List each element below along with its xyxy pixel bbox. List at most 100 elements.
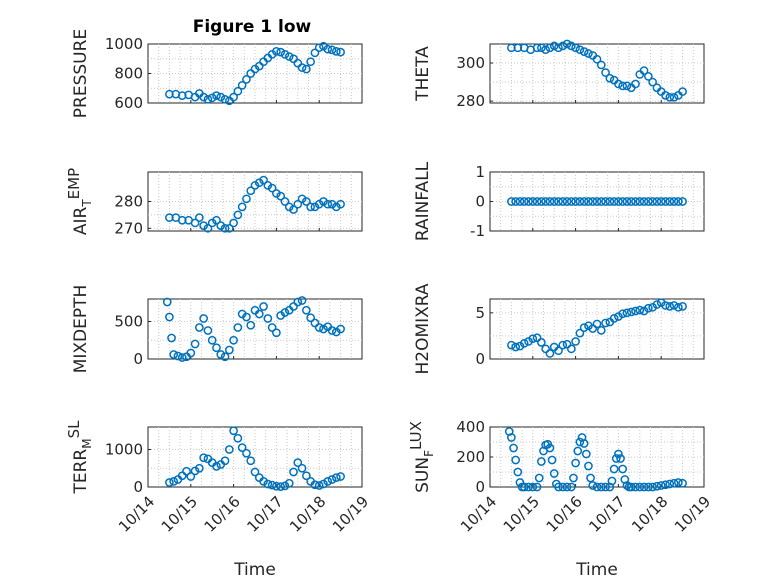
data-point [541,45,550,55]
data-point [575,45,585,55]
data-point [609,197,619,206]
data-point [581,449,591,459]
data-point [203,94,213,104]
data-point [229,218,238,228]
data-point [626,197,636,206]
data-point [618,197,628,206]
data-point [558,41,568,51]
data-point [162,297,172,307]
data-point [611,454,621,463]
data-point [233,323,243,332]
data-point [237,443,247,452]
data-point [186,472,196,481]
data-point [616,454,625,463]
data-point [327,45,337,55]
data-point [216,92,226,102]
data-point [545,197,555,206]
data-point [635,197,645,206]
data-point [229,426,238,436]
data-point [661,301,670,310]
data-point [515,341,525,351]
data-point [220,94,230,104]
data-point [575,437,585,447]
data-point [571,337,580,346]
data-point [310,202,320,212]
data-point [673,478,683,487]
data-point [601,482,610,492]
data-point [558,197,568,206]
data-point [314,43,324,53]
data-point [669,197,679,206]
y-axis-label: PRESSURE [71,29,91,118]
data-point [190,466,200,476]
y-tick-label: 500 [114,313,143,331]
data-point [665,479,675,489]
data-point [515,478,525,487]
data-point [327,199,337,209]
data-point [267,183,277,193]
data-point [323,199,333,209]
data-point [562,482,572,492]
data-point [233,433,243,443]
data-point [609,314,619,323]
data-point [588,324,598,333]
data-point [618,309,628,319]
data-point [297,194,307,204]
data-point [571,197,580,206]
data-point [246,69,256,78]
data-point [622,197,632,206]
data-point [579,47,589,56]
data-point [336,324,345,334]
y-tick-label: -1 [470,222,485,240]
x-tick-label: 10/18 [286,493,329,536]
data-point [652,481,662,491]
data-point [216,350,226,359]
data-point [199,221,208,230]
data-point [331,473,341,482]
data-point [626,482,636,492]
data-point [254,309,264,319]
data-point [199,314,208,323]
data-point [669,478,679,488]
data-point [626,307,636,317]
data-point [562,339,572,349]
data-point [267,323,277,332]
data-point [519,482,529,492]
data-point [644,482,653,492]
data-point [186,348,196,358]
y-tick-label: 270 [114,219,143,237]
data-point [314,199,324,209]
data-point [306,313,315,323]
data-point [534,473,544,483]
y-axis-label: TERRMSL [65,420,94,495]
data-point [569,473,578,483]
data-point [284,478,294,488]
data-point [259,302,268,311]
data-point [596,197,606,206]
data-point [528,334,538,344]
data-point [554,346,563,356]
data-point [631,306,640,316]
data-point [558,482,568,492]
figure-title: Figure 1 low [193,17,312,37]
data-point [622,481,632,490]
y-tick-label: 1000 [105,441,143,459]
data-point [592,482,602,492]
data-point [267,480,277,490]
data-point [203,223,213,233]
data-point [297,296,307,305]
data-point [310,480,320,490]
data-point [289,302,298,311]
subplot-1: 600 800 1000 PRESSURE [71,29,363,118]
data-point [207,218,217,228]
data-point [169,477,179,486]
subplot-7-xaxis: 10/14 10/15 10/16 10/17 10/18 10/19 Time [115,493,372,580]
data-point [661,197,670,206]
data-point [229,92,238,102]
data-point [336,47,345,57]
data-point [644,72,653,81]
y-tick-label: 0 [475,193,485,211]
data-point [246,186,256,196]
data-point [596,482,606,492]
x-axis-label: Time [575,560,618,580]
